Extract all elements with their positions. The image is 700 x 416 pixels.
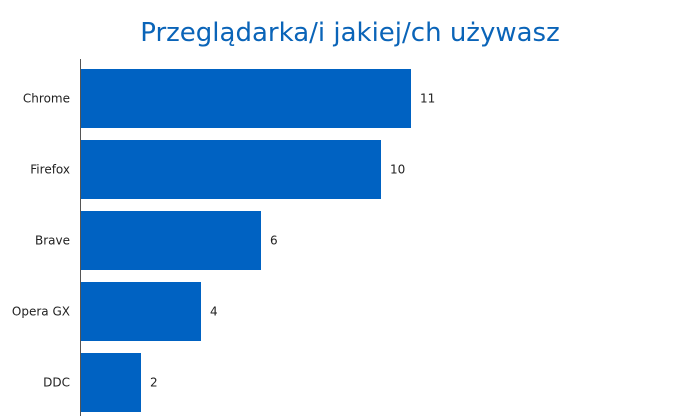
data-label-chrome: 11 — [420, 92, 435, 106]
bar-opera-gx — [81, 282, 201, 341]
tick-label-opera-gx: Opera GX — [12, 305, 70, 319]
bar-ddc — [81, 353, 141, 412]
bar-brave — [81, 211, 261, 270]
data-label-brave: 6 — [270, 234, 278, 248]
tick-label-brave: Brave — [35, 234, 70, 248]
bar-chrome — [81, 69, 411, 128]
data-label-ddc: 2 — [150, 376, 158, 390]
data-label-firefox: 10 — [390, 163, 405, 177]
labels-group: Chrome 11 Firefox 10 Brave 6 Opera GX 4 DDC 2 — [12, 92, 435, 390]
bar-firefox — [81, 140, 381, 199]
chart-title: Przeglądarka/i jakiej/ch używasz — [140, 18, 560, 48]
tick-label-ddc: DDC — [43, 376, 70, 390]
data-label-opera-gx: 4 — [210, 305, 218, 319]
tick-label-firefox: Firefox — [30, 163, 70, 177]
tick-label-chrome: Chrome — [23, 92, 70, 106]
bars-group — [81, 69, 411, 412]
